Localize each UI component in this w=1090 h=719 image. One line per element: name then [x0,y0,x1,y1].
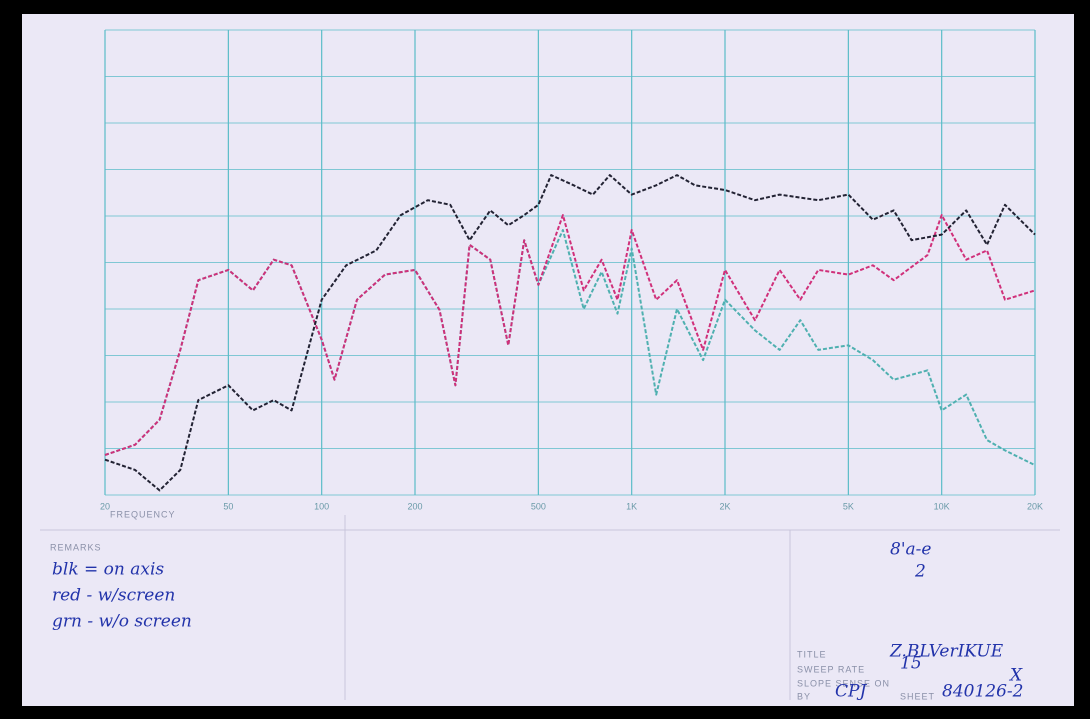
paper [22,14,1074,706]
field-value: CPJ [835,682,867,702]
note: 2 [914,562,926,582]
x-tick-label: 5K [843,501,854,511]
x-tick-label: 200 [407,501,422,511]
field-label: BY [797,691,811,701]
field-label: SWEEP RATE [797,664,865,674]
note: grn - w/o screen [52,612,192,632]
x-tick-label: 50 [223,501,233,511]
x-tick-label: 20 [100,501,110,511]
note: 8'a-e [890,540,931,560]
field-label: SHEET [900,691,935,701]
x-axis-label: FREQUENCY [110,509,176,519]
x-tick-label: 1K [626,501,637,511]
x-tick-label: 20K [1027,501,1043,511]
note: blk = on axis [52,560,164,580]
x-tick-label: 100 [314,501,329,511]
remarks-label: REMARKS [50,542,102,552]
x-tick-label: 2K [719,501,730,511]
chart: FREQUENCY REMARKS blk = on axis red - w/… [0,0,1090,719]
note: red - w/screen [52,586,175,606]
x-tick-label: 500 [531,501,546,511]
field-value: 15 [900,654,922,674]
field-value: 840126-2 [942,682,1023,702]
field-label: TITLE [797,649,827,659]
x-tick-label: 10K [934,501,950,511]
